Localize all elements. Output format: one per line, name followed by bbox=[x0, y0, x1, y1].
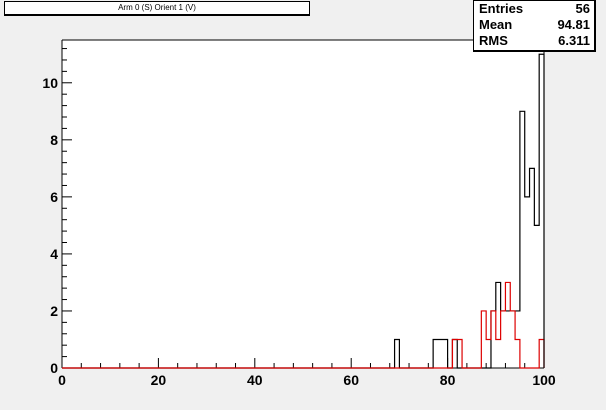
entries-label: Entries bbox=[479, 1, 524, 16]
series-group bbox=[62, 53, 545, 369]
stats-box: Entries 56 Mean 94.81 RMS 6.311 bbox=[473, 0, 596, 52]
x-tick-label: 100 bbox=[532, 372, 556, 388]
x-tick-label: 60 bbox=[343, 372, 359, 388]
x-tick-label: 0 bbox=[58, 372, 66, 388]
rms-label: RMS bbox=[479, 33, 508, 48]
mean-label: Mean bbox=[479, 17, 513, 32]
x-tick-label: 80 bbox=[440, 372, 456, 388]
rms-value: 6.311 bbox=[558, 33, 590, 48]
stat-rms: RMS 6.311 bbox=[479, 33, 590, 49]
y-tick-label: 4 bbox=[50, 246, 58, 262]
y-tick-label: 8 bbox=[50, 132, 58, 148]
stat-entries: Entries 56 bbox=[479, 1, 590, 17]
y-tick-label: 10 bbox=[42, 75, 58, 91]
entries-value: 56 bbox=[575, 1, 590, 16]
series-1-outline bbox=[62, 281, 545, 369]
plot-frame bbox=[62, 40, 544, 368]
x-tick-label: 20 bbox=[151, 372, 167, 388]
y-tick-label: 0 bbox=[50, 360, 58, 376]
mean-value: 94.81 bbox=[557, 17, 590, 32]
y-tick-label: 6 bbox=[50, 189, 58, 205]
y-tick-label: 2 bbox=[50, 303, 58, 319]
stat-mean: Mean 94.81 bbox=[479, 17, 590, 33]
x-tick-label: 40 bbox=[247, 372, 263, 388]
chart-title: Arm 0 (S) Orient 1 (V) bbox=[4, 1, 310, 16]
frame-lines bbox=[62, 39, 545, 368]
